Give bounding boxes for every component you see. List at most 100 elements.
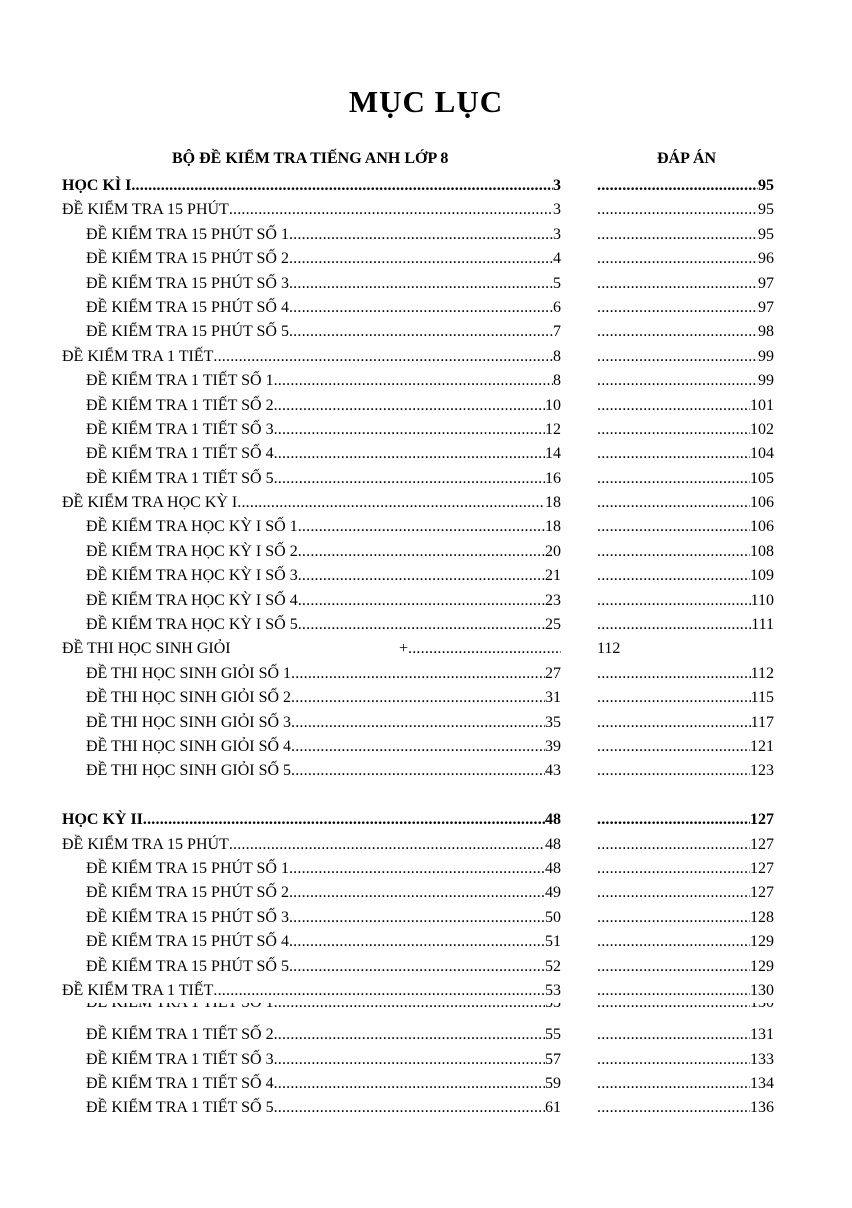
dot-leader [597, 223, 758, 247]
answer-page: 133 [750, 1050, 774, 1068]
entry-answer: 95 [597, 198, 774, 222]
entry-answer: 101 [597, 394, 774, 418]
page-number: 18 [545, 518, 561, 536]
answer-page: 98 [758, 323, 774, 341]
entry-label: ĐỀ KIỂM TRA 15 PHÚT SỐ 5 [86, 957, 289, 975]
entry-left: ĐỀ KIỂM TRA 15 PHÚT SỐ 4 51 [86, 930, 561, 954]
entry-label: ĐỀ KIỂM TRA 15 PHÚT [62, 835, 229, 853]
dot-leader [597, 735, 750, 759]
toc-entry: ĐỀ KIỂM TRA 1 TIẾT SỐ 5 61 136 [62, 1096, 774, 1120]
dot-leader [143, 808, 545, 832]
dot-leader [213, 345, 553, 369]
entry-left: ĐỀ KIỂM TRA HỌC KỲ I SỐ 4 23 [86, 589, 561, 613]
entry-answer: 108 [597, 540, 774, 564]
dot-leader [597, 979, 750, 1003]
dot-leader [597, 1096, 750, 1120]
entry-label: ĐỀ KIỂM TRA 1 TIẾT SỐ 2 [86, 396, 274, 414]
dot-leader [274, 369, 553, 393]
toc-entry: ĐỀ KIỂM TRA 1 TIẾT 53 130 [62, 979, 774, 1003]
entry-answer: 109 [597, 564, 774, 588]
dot-leader [597, 1023, 750, 1047]
dot-leader [597, 1072, 750, 1096]
entry-label: ĐỀ KIỂM TRA 15 PHÚT SỐ 3 [86, 908, 289, 926]
toc-entry: ĐỀ THI HỌC SINH GIỎI SỐ 5 43 123 [62, 759, 774, 783]
toc-entry: ĐỀ KIỂM TRA 1 TIẾT SỐ 3 57 133 [62, 1048, 774, 1072]
answer-page: 134 [750, 1075, 774, 1093]
answer-page: 127 [750, 811, 774, 829]
dot-leader [597, 491, 750, 515]
page-number: 8 [553, 347, 561, 365]
entry-left: ĐỀ KIỂM TRA 1 TIẾT SỐ 4 59 [86, 1072, 561, 1096]
toc-entry: ĐỀ KIỂM TRA 15 PHÚT SỐ 2 49 127 [62, 881, 774, 905]
toc-entry: ĐỀ KIỂM TRA HỌC KỲ I 18 106 [62, 491, 774, 515]
dot-leader [131, 174, 553, 198]
dot-leader [597, 808, 750, 832]
page-number: 51 [545, 933, 561, 951]
answer-page: 99 [758, 372, 774, 390]
entry-answer: 127 [597, 833, 774, 857]
page-number: 5 [553, 274, 561, 292]
page-number: 48 [545, 835, 561, 853]
entry-label: ĐỀ KIỂM TRA 1 TIẾT SỐ 4 [86, 445, 274, 463]
entry-answer: 106 [597, 515, 774, 539]
page-number: 53 [545, 1003, 561, 1015]
toc-entry: ĐỀ KIỂM TRA 1 TIẾT SỐ 4 14 104 [62, 442, 774, 466]
entry-label: ĐỀ KIỂM TRA 15 PHÚT SỐ 2 [86, 884, 289, 902]
dot-leader [597, 881, 750, 905]
entry-left: ĐỀ KIỂM TRA 15 PHÚT SỐ 3 50 [86, 906, 561, 930]
entry-label: ĐỀ KIỂM TRA 15 PHÚT SỐ 1 [86, 859, 289, 877]
page-number: 50 [545, 908, 561, 926]
entry-label: ĐỀ KIỂM TRA 15 PHÚT SỐ 5 [86, 323, 289, 341]
answer-page: 130 [750, 1003, 774, 1015]
entry-left: ĐỀ KIỂM TRA 1 TIẾT SỐ 5 16 [86, 467, 561, 491]
entry-left: ĐỀ KIỂM TRA 1 TIẾT SỐ 1 53 [86, 1003, 561, 1015]
entry-answer: 110 [597, 589, 774, 613]
dot-leader [597, 272, 758, 296]
entry-label: ĐỀ KIỂM TRA 1 TIẾT [62, 347, 214, 365]
toc-entry: ĐỀ KIỂM TRA 15 PHÚT SỐ 3 50 128 [62, 906, 774, 930]
dot-leader [597, 467, 750, 491]
entry-left: ĐỀ KIỂM TRA HỌC KỲ I SỐ 2 20 [86, 540, 561, 564]
answer-page: 97 [758, 298, 774, 316]
page-number: 3 [553, 177, 561, 194]
entry-left: ĐỀ KIỂM TRA 1 TIẾT 53 [62, 979, 561, 1003]
entry-label: ĐỀ KIỂM TRA 1 TIẾT SỐ 1 [86, 1003, 274, 1015]
plus-sign: + [399, 640, 409, 658]
answer-page: 99 [758, 347, 774, 365]
answer-page: 109 [750, 567, 774, 585]
entry-answer: 136 [597, 1096, 774, 1120]
entry-answer: 95 [597, 223, 774, 247]
answer-page: 127 [750, 835, 774, 853]
answer-page: 127 [750, 859, 774, 877]
answer-page: 117 [750, 713, 774, 731]
answer-page: 105 [750, 469, 774, 487]
toc-entry: ĐỀ THI HỌC SINH GIỎI SỐ 3 35 117 [62, 711, 774, 735]
header-answers: ĐÁP ÁN [657, 150, 717, 167]
answer-page: 136 [750, 1099, 774, 1117]
page-number: 49 [545, 884, 561, 902]
dot-leader [597, 1003, 750, 1015]
dot-leader [229, 198, 553, 222]
entry-answer: 117 [597, 711, 774, 735]
toc-entry: ĐỀ KIỂM TRA 15 PHÚT SỐ 3 5 97 [62, 272, 774, 296]
toc-entry: ĐỀ THI HỌC SINH GIỎI SỐ 1 27 112 [62, 662, 774, 686]
dot-leader [274, 1072, 545, 1096]
page-number: 48 [545, 859, 561, 877]
entry-label: ĐỀ KIỂM TRA 15 PHÚT SỐ 2 [86, 250, 289, 268]
dot-leader [597, 345, 758, 369]
dot-leader [298, 613, 545, 637]
answer-page: 129 [750, 957, 774, 975]
answer-page: 108 [750, 542, 774, 560]
dot-leader [597, 564, 750, 588]
entry-answer: 121 [597, 735, 774, 759]
dot-leader [289, 906, 545, 930]
entry-label: ĐỀ KIỂM TRA 15 PHÚT [62, 201, 229, 219]
answer-page: 123 [750, 762, 774, 780]
toc-entry: ĐỀ KIỂM TRA 15 PHÚT SỐ 4 51 129 [62, 930, 774, 954]
entry-left: ĐỀ KIỂM TRA 1 TIẾT SỐ 4 14 [86, 442, 561, 466]
page-number: 20 [545, 542, 561, 560]
answer-page: 106 [750, 518, 774, 536]
answer-page: 129 [750, 933, 774, 951]
entry-answer: 99 [597, 345, 774, 369]
dot-leader [597, 662, 751, 686]
